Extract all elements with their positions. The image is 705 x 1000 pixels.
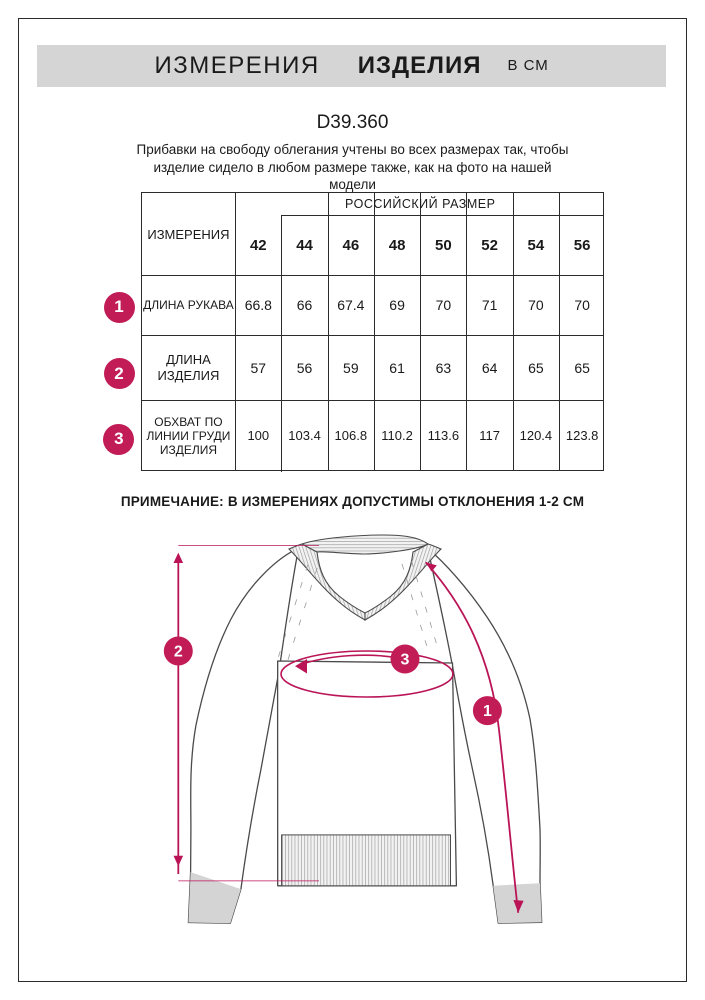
svg-text:1: 1 [483,703,492,720]
svg-text:3: 3 [401,652,410,669]
svg-text:2: 2 [174,644,183,661]
